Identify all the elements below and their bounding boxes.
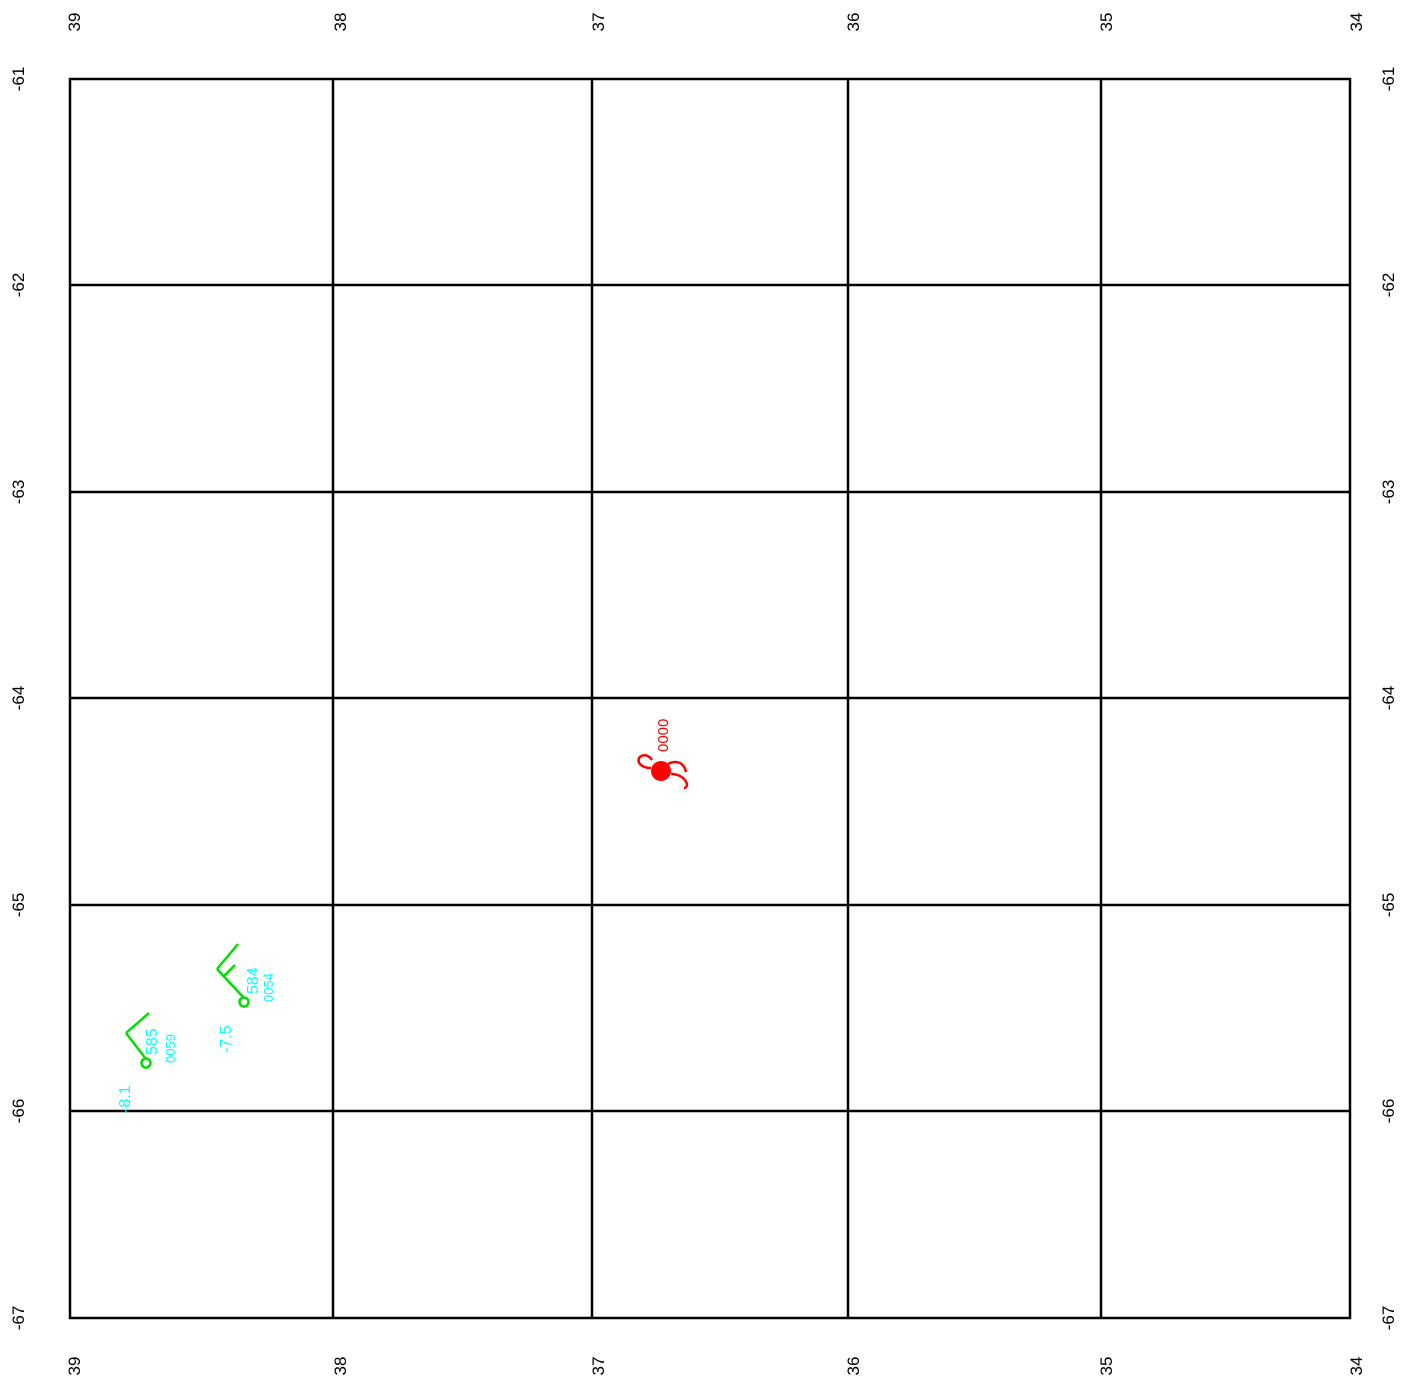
bottom-axis-label: 35: [1097, 1357, 1116, 1376]
left-axis-label: -66: [9, 1099, 28, 1124]
right-axis-labels: -61 -62 -63 -64 -65 -66 -67: [1379, 67, 1398, 1331]
bottom-axis-labels: 39 38 37 36 35 34: [65, 1357, 1366, 1376]
station-value: 585: [144, 1028, 161, 1055]
left-axis-label: -64: [9, 686, 28, 711]
bottom-axis-label: 38: [331, 1357, 350, 1376]
right-axis-label: -64: [1379, 686, 1398, 711]
storm-label: 0000: [655, 719, 672, 752]
station-code: 0054: [261, 973, 276, 1002]
bottom-axis-label: 39: [65, 1357, 84, 1376]
right-axis-label: -67: [1379, 1306, 1398, 1331]
top-axis-label: 39: [65, 13, 84, 32]
top-axis-label: 35: [1097, 13, 1116, 32]
left-axis-label: -62: [9, 273, 28, 298]
right-axis-label: -62: [1379, 273, 1398, 298]
station-temperature: -7.5: [218, 1025, 235, 1053]
top-axis-label: 38: [331, 13, 350, 32]
right-axis-label: -66: [1379, 1099, 1398, 1124]
top-axis-label: 34: [1347, 13, 1366, 32]
left-axis-label: -63: [9, 480, 28, 505]
bottom-axis-label: 37: [589, 1357, 608, 1376]
tropical-cyclone-icon: [637, 754, 689, 790]
station-marker[interactable]: 584 0054 -7.5: [216, 943, 276, 1053]
left-axis-label: -67: [9, 1306, 28, 1331]
wind-barb-icon: [125, 1012, 152, 1069]
top-axis-labels: 39 38 37 36 35 34: [65, 13, 1366, 32]
right-axis-label: -61: [1379, 67, 1398, 92]
bottom-axis-label: 36: [844, 1357, 863, 1376]
storm-marker[interactable]: 0000: [637, 719, 689, 790]
left-axis-label: -65: [9, 893, 28, 918]
left-axis-labels: -61 -62 -63 -64 -65 -66 -67: [9, 67, 28, 1331]
wind-barb-icon: [216, 943, 250, 1008]
top-axis-label: 36: [844, 13, 863, 32]
bottom-axis-label: 34: [1347, 1357, 1366, 1376]
right-axis-label: -65: [1379, 893, 1398, 918]
left-axis-label: -61: [9, 67, 28, 92]
station-marker[interactable]: 585 0059 -8.1: [117, 1012, 178, 1113]
map-grid: [68, 77, 1352, 1320]
right-axis-label: -63: [1379, 480, 1398, 505]
station-temperature: -8.1: [117, 1085, 134, 1113]
station-code: 0059: [163, 1034, 178, 1063]
top-axis-label: 37: [589, 13, 608, 32]
station-value: 584: [245, 967, 262, 994]
